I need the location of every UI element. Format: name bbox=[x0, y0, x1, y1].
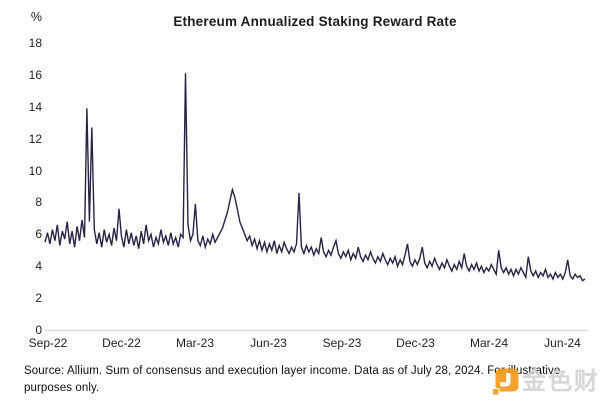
y-axis-unit-label: % bbox=[30, 10, 42, 24]
x-tick-label: Dec-22 bbox=[102, 336, 141, 350]
source-note: Source: Allium. Sum of consensus and exe… bbox=[24, 365, 561, 394]
x-tick-label: Sep-22 bbox=[28, 336, 68, 350]
y-tick-label: 8 bbox=[35, 195, 42, 210]
y-tick-label: 6 bbox=[35, 227, 42, 242]
y-tick-label: 16 bbox=[28, 67, 42, 82]
jinse-finance-logo-icon bbox=[492, 368, 519, 396]
y-tick-label: 18 bbox=[28, 36, 42, 50]
y-tick-label: 10 bbox=[28, 163, 42, 178]
x-tick-label: Sep-23 bbox=[322, 336, 362, 350]
x-tick-label: Jun-24 bbox=[544, 336, 581, 350]
y-tick-label: 0 bbox=[35, 323, 42, 337]
reward-rate-series-line bbox=[44, 73, 586, 282]
x-tick-label: Mar-23 bbox=[175, 336, 214, 350]
chart-title: Ethereum Annualized Staking Reward Rate bbox=[173, 14, 457, 29]
watermark: 金色财经 bbox=[492, 368, 600, 396]
y-tick-label: 2 bbox=[35, 291, 42, 306]
x-tick-label: Dec-23 bbox=[396, 336, 435, 350]
x-tick-label: Mar-24 bbox=[469, 336, 508, 350]
y-tick-label: 4 bbox=[35, 259, 42, 274]
x-tick-label: Jun-23 bbox=[250, 336, 287, 350]
y-tick-label: 14 bbox=[28, 99, 42, 114]
watermark-text: 金色财经 bbox=[522, 368, 600, 395]
y-tick-label: 12 bbox=[28, 131, 42, 146]
